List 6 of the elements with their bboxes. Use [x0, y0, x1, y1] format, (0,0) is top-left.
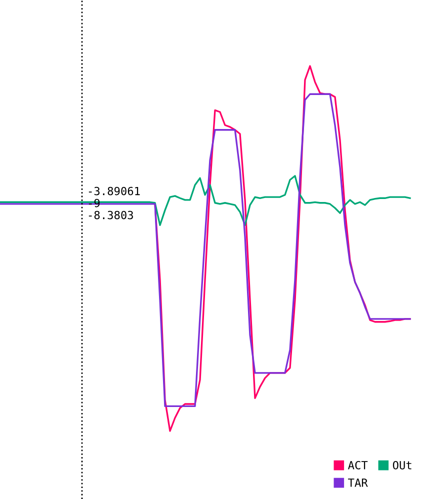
annotation: -3.89061	[88, 186, 140, 196]
legend-label: TAR	[348, 478, 368, 487]
annotation: -8.3803	[88, 210, 133, 220]
legend-label: OUt	[392, 460, 412, 470]
legend-label: ACT	[348, 460, 368, 470]
annotation: -9	[88, 198, 100, 208]
